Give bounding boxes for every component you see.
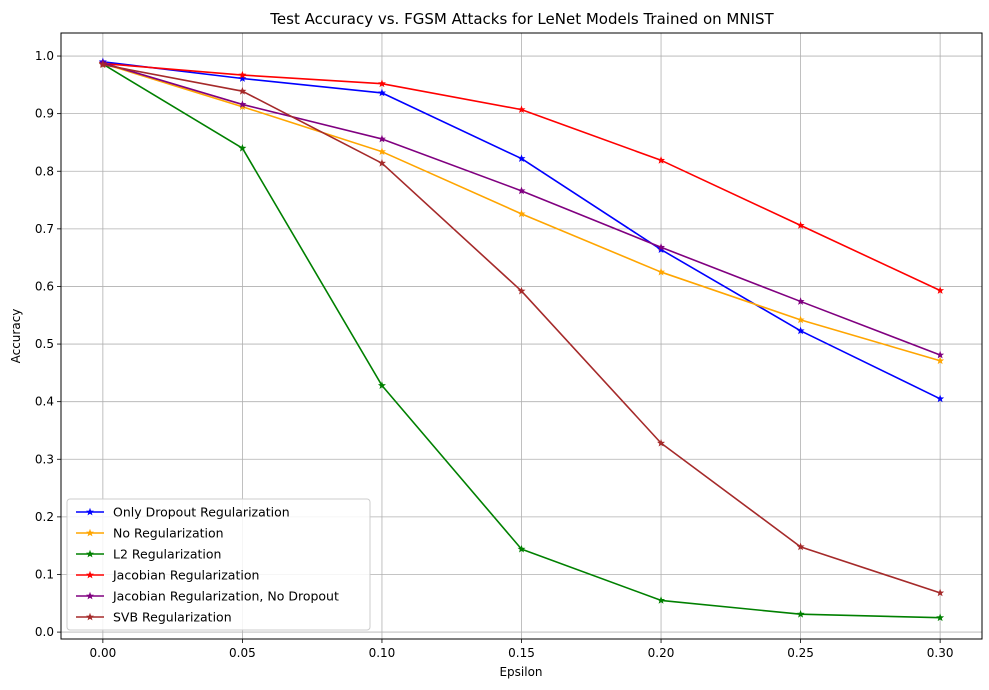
series-6 xyxy=(98,60,945,597)
legend-label: Jacobian Regularization xyxy=(112,568,259,583)
data-point xyxy=(936,613,945,622)
data-point xyxy=(377,147,386,156)
y-tick-label: 0.4 xyxy=(35,395,54,409)
legend-label: Only Dropout Regularization xyxy=(113,505,290,520)
legend-swatch-marker xyxy=(86,612,94,621)
legend-item: SVB Regularization xyxy=(76,610,232,625)
data-point xyxy=(936,588,945,597)
data-point xyxy=(517,544,526,553)
y-tick-label: 0.1 xyxy=(35,567,54,581)
legend-swatch-marker xyxy=(86,570,94,579)
legend-label: L2 Regularization xyxy=(113,547,221,562)
data-point xyxy=(517,209,526,218)
legend-box xyxy=(66,498,371,631)
data-point xyxy=(936,286,945,294)
legend-item: Jacobian Regularization xyxy=(76,568,259,583)
series-lines xyxy=(98,57,945,622)
data-point xyxy=(796,542,805,551)
x-axis-ticks: 0.00 0.05 0.10 0.15 0.20 0.25 0.30 xyxy=(90,639,954,660)
legend: Only Dropout Regularization No Regulariza… xyxy=(66,498,371,631)
data-point xyxy=(796,221,805,229)
x-tick-label: 0.05 xyxy=(229,646,256,660)
data-point xyxy=(377,381,386,389)
legend-swatch-marker xyxy=(86,549,94,558)
legend-item: No Regularization xyxy=(76,526,224,541)
data-point xyxy=(657,438,666,447)
data-point xyxy=(657,243,666,251)
y-tick-label: 0.6 xyxy=(35,279,54,293)
data-point xyxy=(238,102,247,111)
data-point xyxy=(796,610,805,618)
data-point xyxy=(657,245,666,253)
data-point xyxy=(936,394,945,403)
legend-label: Jacobian Regularization, No Dropout xyxy=(112,589,339,604)
data-point xyxy=(657,596,666,604)
chart-title: Test Accuracy vs. FGSM Attacks for LeNet… xyxy=(269,10,774,28)
y-tick-label: 1.0 xyxy=(35,49,54,63)
data-point xyxy=(238,86,247,95)
x-tick-label: 0.00 xyxy=(90,646,117,660)
legend-item: L2 Regularization xyxy=(76,547,221,562)
data-point xyxy=(377,134,386,143)
legend-label: No Regularization xyxy=(113,526,224,541)
data-point xyxy=(517,186,526,195)
data-point xyxy=(377,158,386,167)
legend-swatch-marker xyxy=(86,528,94,537)
y-tick-label: 0.8 xyxy=(35,164,54,178)
y-axis-label: Accuracy xyxy=(9,309,23,364)
data-point xyxy=(238,144,247,152)
legend-swatch-marker xyxy=(86,591,94,600)
data-point xyxy=(238,70,247,79)
data-point xyxy=(517,154,526,162)
x-axis-label: Epsilon xyxy=(499,665,542,679)
x-tick-label: 0.30 xyxy=(927,646,954,660)
data-point xyxy=(796,297,805,305)
y-tick-label: 0.3 xyxy=(35,452,54,466)
y-tick-label: 0.5 xyxy=(35,337,54,351)
data-point xyxy=(936,356,945,365)
data-point xyxy=(517,286,526,295)
x-tick-label: 0.10 xyxy=(369,646,396,660)
y-tick-label: 0.0 xyxy=(35,625,54,639)
legend-label: SVB Regularization xyxy=(113,610,232,625)
data-point xyxy=(238,100,247,108)
data-point xyxy=(657,267,666,276)
series-2 xyxy=(98,59,945,365)
y-axis-ticks: 0.0 0.1 0.2 0.3 0.4 0.5 0.6 0.7 0.8 0.9 1.0 xyxy=(35,49,61,639)
legend-swatch-marker xyxy=(86,507,94,516)
y-tick-label: 0.2 xyxy=(35,510,54,524)
legend-item: Jacobian Regularization, No Dropout xyxy=(76,589,339,604)
y-tick-label: 0.7 xyxy=(35,222,54,236)
data-point xyxy=(657,156,666,164)
x-tick-label: 0.25 xyxy=(787,646,814,660)
data-point xyxy=(98,60,107,69)
data-point xyxy=(796,326,805,335)
data-point xyxy=(517,105,526,114)
x-tick-label: 0.15 xyxy=(508,646,535,660)
data-point xyxy=(796,315,805,324)
y-tick-label: 0.9 xyxy=(35,107,54,121)
series-1 xyxy=(98,57,945,403)
data-point xyxy=(377,88,386,97)
x-tick-label: 0.20 xyxy=(648,646,675,660)
data-point xyxy=(377,79,386,88)
data-point xyxy=(936,350,945,359)
legend-item: Only Dropout Regularization xyxy=(76,505,290,520)
data-point xyxy=(238,74,247,82)
